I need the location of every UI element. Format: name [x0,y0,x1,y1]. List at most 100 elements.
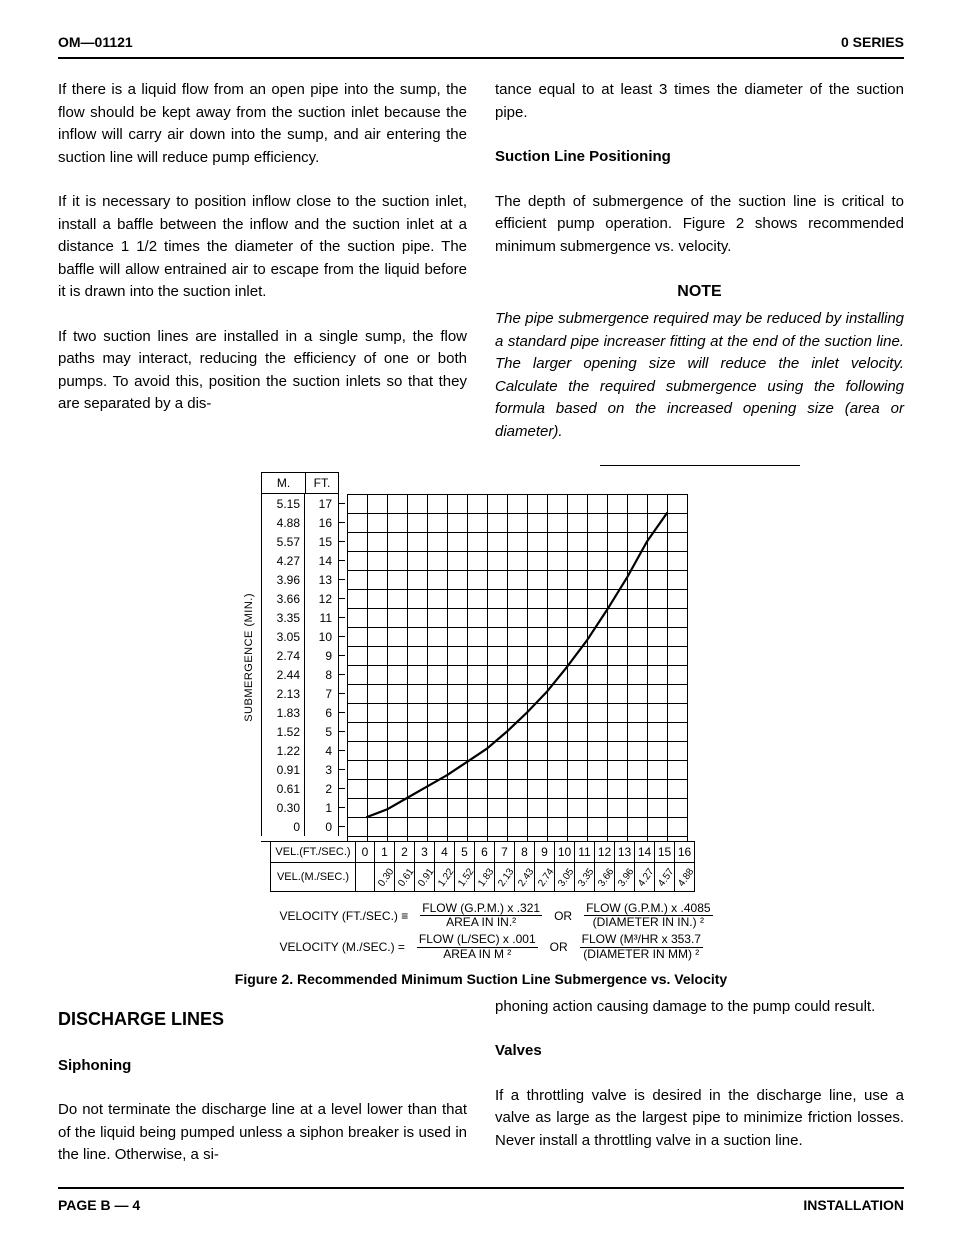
grid-line [347,494,687,495]
x-cell-ft: 3 [415,841,435,863]
y-cell-m: 1.83 [261,703,305,722]
x-cell-ft: 10 [555,841,575,863]
chart: SUBMERGENCE (MIN.) M. FT. 5.15174.88165.… [244,472,718,965]
top-columns: If there is a liquid flow from an open p… [58,79,904,466]
y-cell-m: 2.13 [261,684,305,703]
header-right: 0 SERIES [841,32,904,53]
grid-line [347,760,687,761]
x-cell-ft: 9 [535,841,555,863]
fraction-top: FLOW (M³/HR x 353.7 [580,933,703,947]
x-tick [567,836,587,842]
y-cell-ft: 11 [305,608,339,627]
x-cell-ft: 15 [655,841,675,863]
figure-caption: Figure 2. Recommended Minimum Suction Li… [58,969,904,990]
y-row: 2.137 [261,684,339,703]
grid-line [347,741,687,742]
top-left-column: If there is a liquid flow from an open p… [58,79,467,466]
y-cell-ft: 9 [305,646,339,665]
x-row-label-ft: VEL.(FT./SEC.) [270,841,356,863]
x-row-ft: VEL.(FT./SEC.) 012345678910111213141516 [270,841,718,863]
subheading: Suction Line Positioning [495,146,904,169]
y-cell-ft: 3 [305,760,339,779]
y-cell-ft: 8 [305,665,339,684]
note-body: The pipe submergence required may be red… [495,308,904,443]
x-tick [547,836,567,842]
paragraph: tance equal to at least 3 times the diam… [495,79,904,124]
x-cell-m: 1.83 [475,862,495,892]
grid-line [347,817,687,818]
y-row: 0.612 [261,779,339,798]
top-right-column: tance equal to at least 3 times the diam… [495,79,904,466]
paragraph: If there is a liquid flow from an open p… [58,79,467,169]
y-cell-ft: 7 [305,684,339,703]
x-cell-m: 4.27 [635,862,655,892]
header-left: OM—01121 [58,32,133,53]
x-cell-m [355,862,375,892]
grid-line [347,798,687,799]
y-cell-m: 3.96 [261,570,305,589]
y-row: 0.913 [261,760,339,779]
subheading: Valves [495,1040,904,1063]
paragraph: phoning action causing damage to the pum… [495,996,904,1019]
formula-label: VELOCITY (FT./SEC.) ≡ [279,910,408,922]
x-tick [647,836,667,842]
paragraph: Do not terminate the discharge line at a… [58,1099,467,1167]
fraction: FLOW (L/SEC) x .001 AREA IN M ² [417,933,538,960]
x-cell-m: 2.74 [535,862,555,892]
y-cell-ft: 0 [305,817,339,836]
formula-row-2: VELOCITY (M./SEC.) = FLOW (L/SEC) x .001… [279,933,712,960]
x-tick [347,836,367,842]
y-row: 1.224 [261,741,339,760]
y-cell-m: 0.91 [261,760,305,779]
x-tick [667,836,687,842]
y-row: 1.525 [261,722,339,741]
x-tick [507,836,527,842]
x-cell-ft: 12 [595,841,615,863]
y-cell-m: 2.74 [261,646,305,665]
x-cell-m: 3.05 [555,862,575,892]
fraction: FLOW (M³/HR x 353.7 (DIAMETER IN MM) ² [580,933,703,960]
y-row: 3.3511 [261,608,339,627]
x-cell-ft: 5 [455,841,475,863]
grid-line [347,513,687,514]
grid-line [347,665,687,666]
plot-area [347,494,687,836]
subheading: Siphoning [58,1055,467,1078]
x-tick [527,836,547,842]
x-cell-ft: 13 [615,841,635,863]
x-cell-ft: 8 [515,841,535,863]
fraction-bottom: (DIAMETER IN IN.) ² [591,916,706,929]
x-m-cells: 0.300.610.911.221.521.832.132.432.743.05… [355,862,695,892]
bottom-columns: DISCHARGE LINES Siphoning Do not termina… [58,996,904,1173]
or-label: OR [550,941,568,953]
chart-top: SUBMERGENCE (MIN.) M. FT. 5.15174.88165.… [244,472,718,842]
y-cell-ft: 4 [305,741,339,760]
formula-label: VELOCITY (M./SEC.) = [279,941,404,953]
y-cell-m: 3.66 [261,589,305,608]
x-tick [407,836,427,842]
note-title: NOTE [495,280,904,304]
y-row: 4.8816 [261,513,339,532]
bottom-right-column: phoning action causing damage to the pum… [495,996,904,1173]
x-cell-m: 3.96 [615,862,635,892]
grid-line [347,532,687,533]
page-header: OM—01121 0 SERIES [58,32,904,59]
figure: SUBMERGENCE (MIN.) M. FT. 5.15174.88165.… [58,472,904,990]
x-cell-ft: 16 [675,841,695,863]
y-row: 2.448 [261,665,339,684]
y-row: 00 [261,817,339,836]
x-cell-m: 1.52 [455,862,475,892]
y-header-row: M. FT. [261,472,339,494]
y-row: 3.0510 [261,627,339,646]
grid-line [347,570,687,571]
y-cell-m: 3.05 [261,627,305,646]
fraction-bottom: AREA IN IN.² [444,916,518,929]
x-cell-m: 3.35 [575,862,595,892]
y-axis-label: SUBMERGENCE (MIN.) [244,593,255,722]
x-cell-ft: 11 [575,841,595,863]
plot-wrap [345,472,707,842]
y-cell-m: 1.22 [261,741,305,760]
x-tick [427,836,447,842]
page: OM—01121 0 SERIES If there is a liquid f… [0,0,954,1248]
x-tick [387,836,407,842]
